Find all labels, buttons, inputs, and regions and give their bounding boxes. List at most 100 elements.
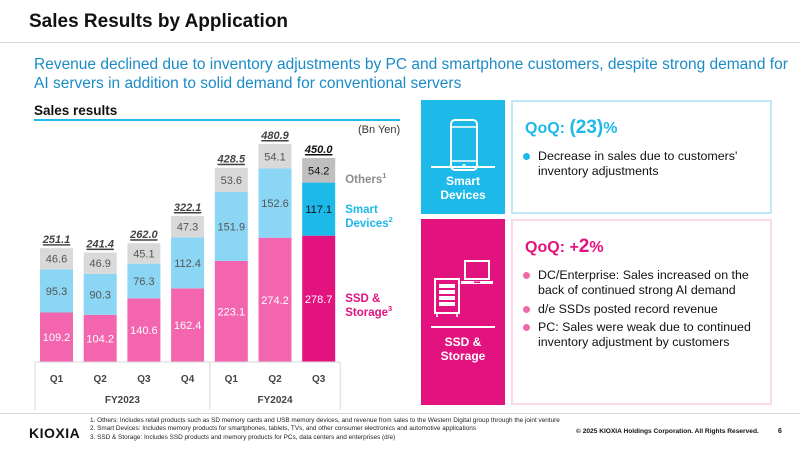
bullet-text: Decrease in sales due to customers' inve… xyxy=(538,149,738,178)
qoq-prefix: QoQ: + xyxy=(525,239,579,256)
server-laptop-icon xyxy=(434,260,493,317)
x-tick-label: Q3 xyxy=(137,374,151,385)
legend-line: Storage xyxy=(345,307,388,319)
data-label: 54.2 xyxy=(308,165,329,177)
label-line: Storage xyxy=(440,349,486,363)
data-label: 274.2 xyxy=(261,295,289,307)
total-label: 322.1 xyxy=(174,202,202,214)
bar-segment-others xyxy=(214,167,248,193)
data-label: 46.6 xyxy=(46,254,67,266)
fiscal-year-label: FY2023 xyxy=(105,395,140,406)
data-label: 46.9 xyxy=(89,258,110,270)
data-label: 76.3 xyxy=(133,276,154,288)
total-label: 262.0 xyxy=(129,229,158,241)
bar-segment-others xyxy=(83,252,117,274)
footnotes: 1. Others: Includes retail products such… xyxy=(90,417,560,442)
smart-devices-label: Smart Devices xyxy=(421,174,505,202)
smartphone-icon xyxy=(450,119,478,171)
footnote-3: 3. SSD & Storage: Includes SSD products … xyxy=(90,433,396,441)
bar-segment-ssd-storage xyxy=(171,288,205,362)
fiscal-year-label: FY2024 xyxy=(257,395,292,406)
data-label: 162.4 xyxy=(174,320,202,332)
bar-segment-smart-devices xyxy=(302,182,336,236)
bullet-text: PC: Sales were weak due to continued inv… xyxy=(538,320,751,349)
legend-footnote-marker: 3 xyxy=(388,304,392,313)
bar-segment-smart-devices xyxy=(258,168,292,238)
kioxia-logo: KIOXIA xyxy=(29,425,81,441)
bar-segment-smart-devices xyxy=(83,273,117,315)
bar-segment-others xyxy=(171,215,205,238)
bar-segment-others xyxy=(302,158,336,183)
smart-devices-category-panel: Smart Devices xyxy=(421,100,505,214)
qoq-suffix: % xyxy=(589,239,604,256)
total-label: 241.4 xyxy=(85,239,114,251)
data-label: 140.6 xyxy=(130,325,158,337)
stacked-bar-chart: 109.2 95.3 46.6 251.1 Q1 104.2 90.3 46.9 241.4 Q2… xyxy=(34,130,393,410)
bar-segment-ssd-storage xyxy=(258,237,292,362)
data-label: 47.3 xyxy=(177,222,198,234)
total-label: 450.0 xyxy=(304,144,333,156)
footnote-1: 1. Others: Includes retail products such… xyxy=(90,417,560,424)
legend-line: Smart xyxy=(345,204,378,216)
bullet-item: Decrease in sales due to customers' inve… xyxy=(523,149,768,179)
qoq-prefix: QoQ: xyxy=(525,120,570,137)
total-label: 480.9 xyxy=(260,130,289,142)
copyright: © 2025 KIOXIA Holdings Corporation. All … xyxy=(576,428,759,435)
data-label: 112.4 xyxy=(174,258,201,270)
qoq-value: (23) xyxy=(569,117,604,138)
label-line: Smart xyxy=(445,174,480,188)
x-tick-label: Q1 xyxy=(50,374,64,385)
bullet-item: DC/Enterprise: Sales increased on the ba… xyxy=(523,268,768,298)
bar-segment-ssd-storage xyxy=(302,235,336,362)
data-label: 117.1 xyxy=(305,204,332,216)
label-line: Devices xyxy=(440,188,486,202)
ssd-storage-info-box: QoQ: +2% DC/Enterprise: Sales increased … xyxy=(511,219,772,405)
x-tick-label: Q2 xyxy=(94,374,108,385)
page-number: 6 xyxy=(778,428,782,435)
bar-segment-ssd-storage xyxy=(214,260,248,362)
legend-line: Devices xyxy=(345,218,388,230)
total-label: 428.5 xyxy=(217,154,246,166)
panel-divider xyxy=(431,326,495,328)
panel-divider xyxy=(431,166,495,168)
data-label: 278.7 xyxy=(305,294,333,306)
bullet-item: PC: Sales were weak due to continued inv… xyxy=(523,320,768,350)
legend-ssd-storage: SSD & Storage3 xyxy=(345,293,392,319)
bar-segment-smart-devices xyxy=(40,269,73,313)
x-tick-label: Q1 xyxy=(225,374,239,385)
data-label: 90.3 xyxy=(89,289,110,301)
sales-chart: 109.2 95.3 46.6 251.1 Q1 104.2 90.3 46.9 241.4 Q2… xyxy=(14,125,414,410)
legend-smart-devices: Smart Devices2 xyxy=(345,204,393,230)
data-label: 95.3 xyxy=(46,286,67,298)
qoq-value: 2 xyxy=(578,236,590,257)
bullet-dot-icon xyxy=(523,153,530,160)
page-title: Sales Results by Application xyxy=(29,11,289,32)
data-label: 151.9 xyxy=(218,221,246,233)
bar-segment-smart-devices xyxy=(171,237,205,289)
bar-segment-ssd-storage xyxy=(83,314,117,362)
sales-results-heading: Sales results xyxy=(34,103,118,118)
data-label: 53.6 xyxy=(221,175,242,187)
data-label: 152.6 xyxy=(261,198,289,210)
x-tick-label: Q4 xyxy=(181,374,195,385)
x-tick-label: Q2 xyxy=(268,374,282,385)
headline-message: Revenue declined due to inventory adjust… xyxy=(34,56,788,92)
label-line: SSD & xyxy=(444,335,482,349)
header-divider xyxy=(0,42,800,43)
legend-footnote-marker: 2 xyxy=(389,215,393,224)
legend-others: Others1 xyxy=(345,171,386,186)
sales-results-underline xyxy=(34,119,400,121)
data-label: 109.2 xyxy=(43,332,71,344)
data-label: 45.1 xyxy=(133,248,154,260)
data-label: 223.1 xyxy=(218,306,246,318)
legend-line: SSD & xyxy=(345,293,380,305)
smart-devices-bullets: Decrease in sales due to customers' inve… xyxy=(523,149,768,183)
ssd-storage-category-panel: SSD & Storage xyxy=(421,219,505,405)
bar-segment-ssd-storage xyxy=(127,298,161,362)
bullet-item: d/e SSDs posted record revenue xyxy=(523,302,768,317)
qoq-suffix: % xyxy=(603,120,618,137)
smart-devices-qoq: QoQ: (23)% xyxy=(525,117,617,139)
footnote-2: 2. Smart Devices: Includes memory produc… xyxy=(90,425,476,433)
legend-footnote-marker: 1 xyxy=(382,171,386,180)
x-tick-label: Q3 xyxy=(312,374,326,385)
